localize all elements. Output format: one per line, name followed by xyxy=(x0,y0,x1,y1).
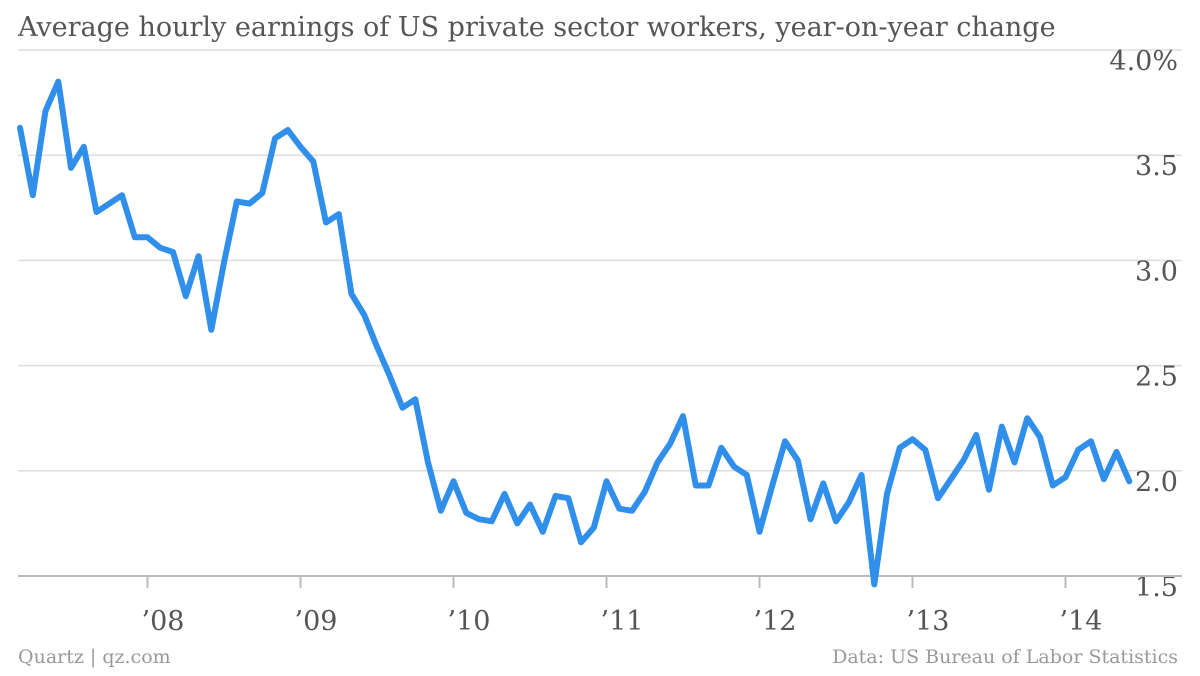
source-credit: Quartz | qz.com xyxy=(18,646,171,668)
x-tick-label: ’10 xyxy=(448,606,491,637)
series-line xyxy=(17,78,1133,588)
x-tick-label: ’11 xyxy=(601,606,644,637)
y-tick-label: 3.5 xyxy=(1135,151,1178,182)
y-tick-label: 1.5 xyxy=(1135,572,1178,603)
x-tick-label: ’13 xyxy=(907,606,950,637)
gridlines xyxy=(18,49,1182,472)
x-tick-label: ’08 xyxy=(142,606,185,637)
y-tick-label: 3.0 xyxy=(1135,256,1178,287)
x-tick-label: ’12 xyxy=(754,606,797,637)
x-tick-label: ’09 xyxy=(295,606,338,637)
y-axis-tick-labels: 4.0% 3.5 3.0 2.5 2.0 1.5 xyxy=(1109,46,1178,603)
x-tick-label: ’14 xyxy=(1060,606,1103,637)
data-source: Data: US Bureau of Labor Statistics xyxy=(832,646,1178,668)
y-tick-label: 4.0% xyxy=(1109,46,1178,77)
y-tick-label: 2.5 xyxy=(1135,362,1178,393)
chart-title: Average hourly earnings of US private se… xyxy=(18,12,1056,43)
y-tick-label: 2.0 xyxy=(1135,467,1178,498)
series-layer xyxy=(17,78,1133,588)
x-axis: ’08 ’09 ’10 ’11 ’12 ’13 ’14 xyxy=(18,575,1182,637)
